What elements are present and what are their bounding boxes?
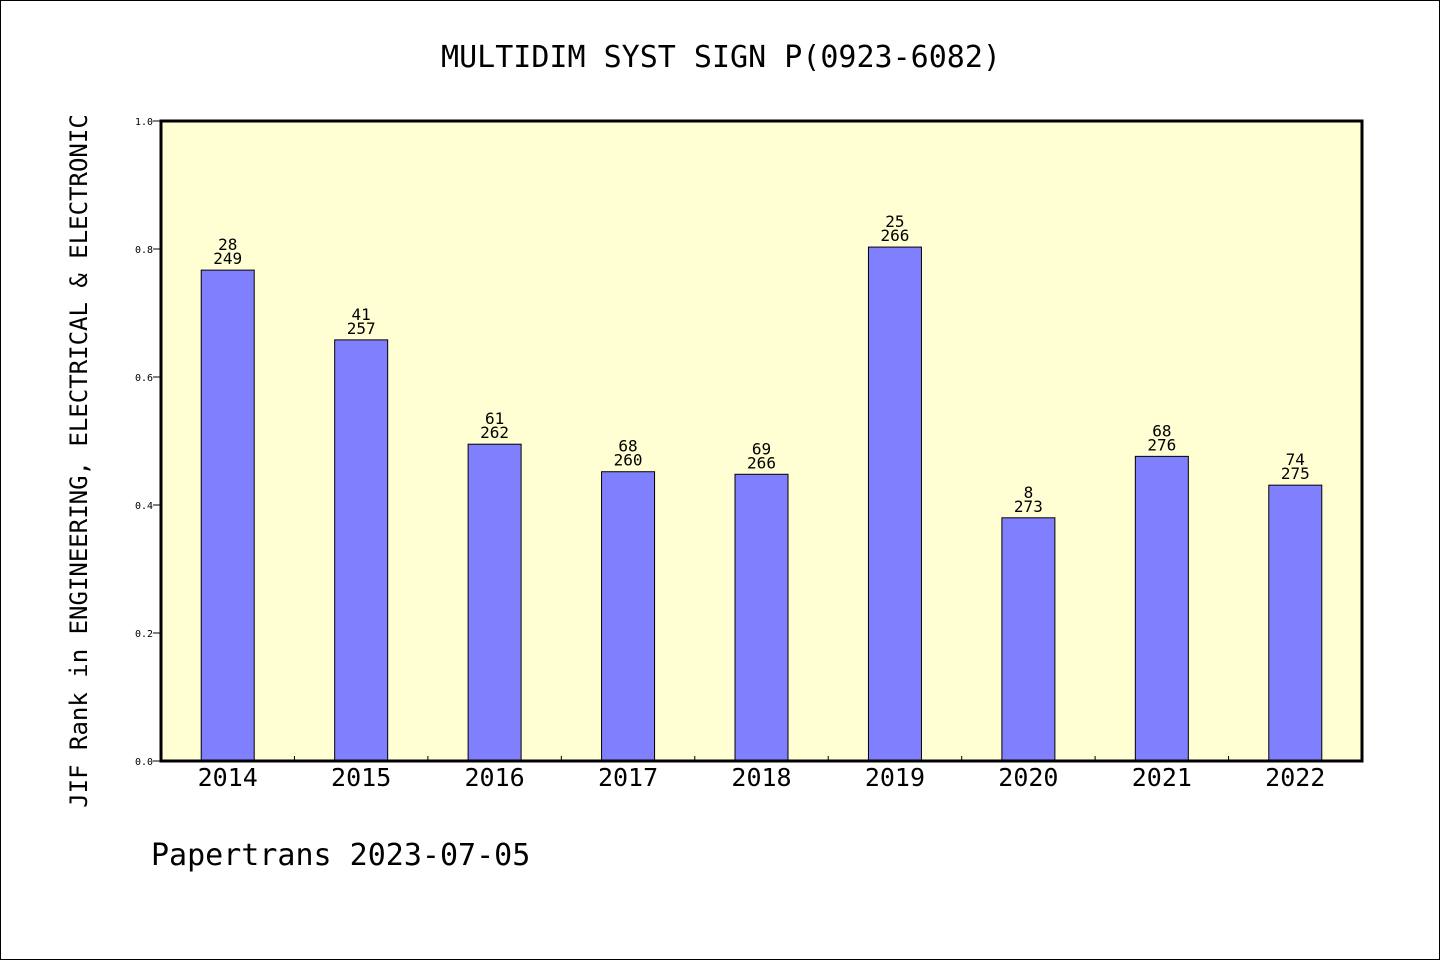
bar-labels: 2824941257612626826069266252668273682767…: [213, 212, 1309, 516]
x-tick-label: 2022: [1265, 763, 1325, 792]
bar: [1134, 455, 1189, 762]
bar: [467, 443, 522, 762]
bar: [200, 269, 255, 762]
bar: [867, 246, 922, 762]
bar-rank-label: 61: [485, 409, 504, 428]
bar-total-label: 262: [480, 423, 509, 442]
x-tick-label: 2019: [865, 763, 925, 792]
bar-rank-label: 41: [352, 305, 371, 324]
bar: [601, 471, 656, 762]
x-tick-label: 2017: [598, 763, 658, 792]
bars: [200, 246, 1323, 762]
x-tick-label: 2016: [465, 763, 525, 792]
x-tick-label: 2020: [998, 763, 1058, 792]
y-tick-label: 1.0: [135, 117, 153, 128]
plot-border: [159, 119, 1364, 763]
chart-title: MULTIDIM SYST SIGN P(0923-6082): [441, 40, 1001, 75]
bar: [734, 473, 789, 762]
bar-rank-label: 28: [218, 235, 237, 254]
bar-rank-label: 8: [1024, 483, 1034, 502]
x-axis: 2014 2015 2016 2017 2018 2019 2020 2021 2022: [198, 756, 1325, 792]
bar-total-label: 266: [747, 453, 776, 472]
x-tick-label: 2015: [331, 763, 391, 792]
bar-rank-label: 68: [1152, 421, 1171, 440]
y-tick-label: 0.6: [135, 373, 153, 384]
y-tick-label: 0.2: [135, 629, 153, 640]
bar-total-label: 273: [1014, 497, 1043, 516]
bar-total-label: 276: [1147, 435, 1176, 454]
bar-rank-label: 69: [752, 439, 771, 458]
bar-rank-label: 68: [618, 437, 637, 456]
y-tick-label: 0.8: [135, 245, 153, 256]
x-tick-label: 2018: [731, 763, 791, 792]
x-tick-label: 2014: [198, 763, 258, 792]
y-tick-label: 0.0: [135, 757, 153, 768]
bar-total-label: 257: [347, 319, 376, 338]
footer-note: Papertrans 2023-07-05: [151, 838, 530, 873]
bar-total-label: 266: [880, 226, 909, 245]
bar-rank-label: 74: [1286, 450, 1305, 469]
y-tick-label: 0.4: [135, 501, 153, 512]
bar-total-label: 260: [614, 451, 643, 470]
bar: [1268, 484, 1323, 762]
bar: [1001, 517, 1056, 762]
bar: [334, 339, 389, 762]
x-tick-label: 2021: [1132, 763, 1192, 792]
bar-rank-label: 25: [885, 212, 904, 231]
bar-total-label: 275: [1281, 464, 1310, 483]
y-axis: 0.0 0.2 0.4 0.6 0.8 1.0: [135, 117, 161, 768]
y-axis-label: JIF Rank in ENGINEERING, ELECTRICAL & EL…: [65, 114, 93, 808]
bar-total-label: 249: [213, 249, 242, 268]
